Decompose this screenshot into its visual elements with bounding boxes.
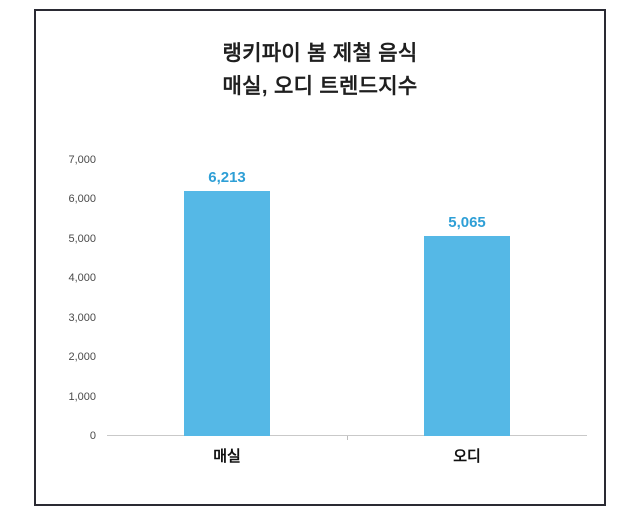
x-axis-line bbox=[107, 435, 587, 436]
bar-value-label: 5,065 bbox=[448, 214, 486, 232]
y-axis-tick-label: 1,000 bbox=[68, 390, 96, 403]
y-axis-tick-label: 7,000 bbox=[68, 154, 96, 166]
y-axis-tick-label: 5,000 bbox=[68, 232, 96, 245]
y-axis: 0 1,000 2,000 3,000 4,000 5,000 6,000 7,000 bbox=[36, 154, 96, 442]
bar-value-label: 6,213 bbox=[208, 169, 246, 187]
y-axis-tick-label: 2,000 bbox=[68, 351, 96, 364]
chart-title-line2: 매실, 오디 트렌드지수 bbox=[222, 75, 418, 98]
bar-category-label: 매실 bbox=[213, 448, 241, 465]
y-axis-tick-label: 4,000 bbox=[68, 272, 96, 285]
x-axis-tick bbox=[347, 436, 348, 440]
chart-frame: 랭키파이 봄 제철 음식 매실, 오디 트렌드지수 0 1,000 2,000 3,0… bbox=[34, 9, 606, 506]
bar-group: 6,213 매실 bbox=[184, 169, 270, 465]
bar bbox=[184, 191, 270, 436]
bar bbox=[424, 236, 510, 436]
chart-title-line1: 랭키파이 봄 제철 음식 bbox=[222, 42, 418, 65]
y-axis-tick-label: 6,000 bbox=[68, 193, 96, 206]
chart-area: 0 1,000 2,000 3,000 4,000 5,000 6,000 7,000 6,2… bbox=[36, 154, 604, 465]
bar-category-label: 오디 bbox=[453, 448, 481, 465]
y-axis-tick-label: 3,000 bbox=[68, 311, 96, 324]
bar-group: 5,065 오디 bbox=[424, 214, 510, 465]
plot-area: 6,213 매실 5,065 오디 bbox=[107, 160, 587, 465]
y-axis-tick-label: 0 bbox=[89, 430, 96, 442]
chart-title: 랭키파이 봄 제철 음식 매실, 오디 트렌드지수 bbox=[36, 37, 604, 103]
